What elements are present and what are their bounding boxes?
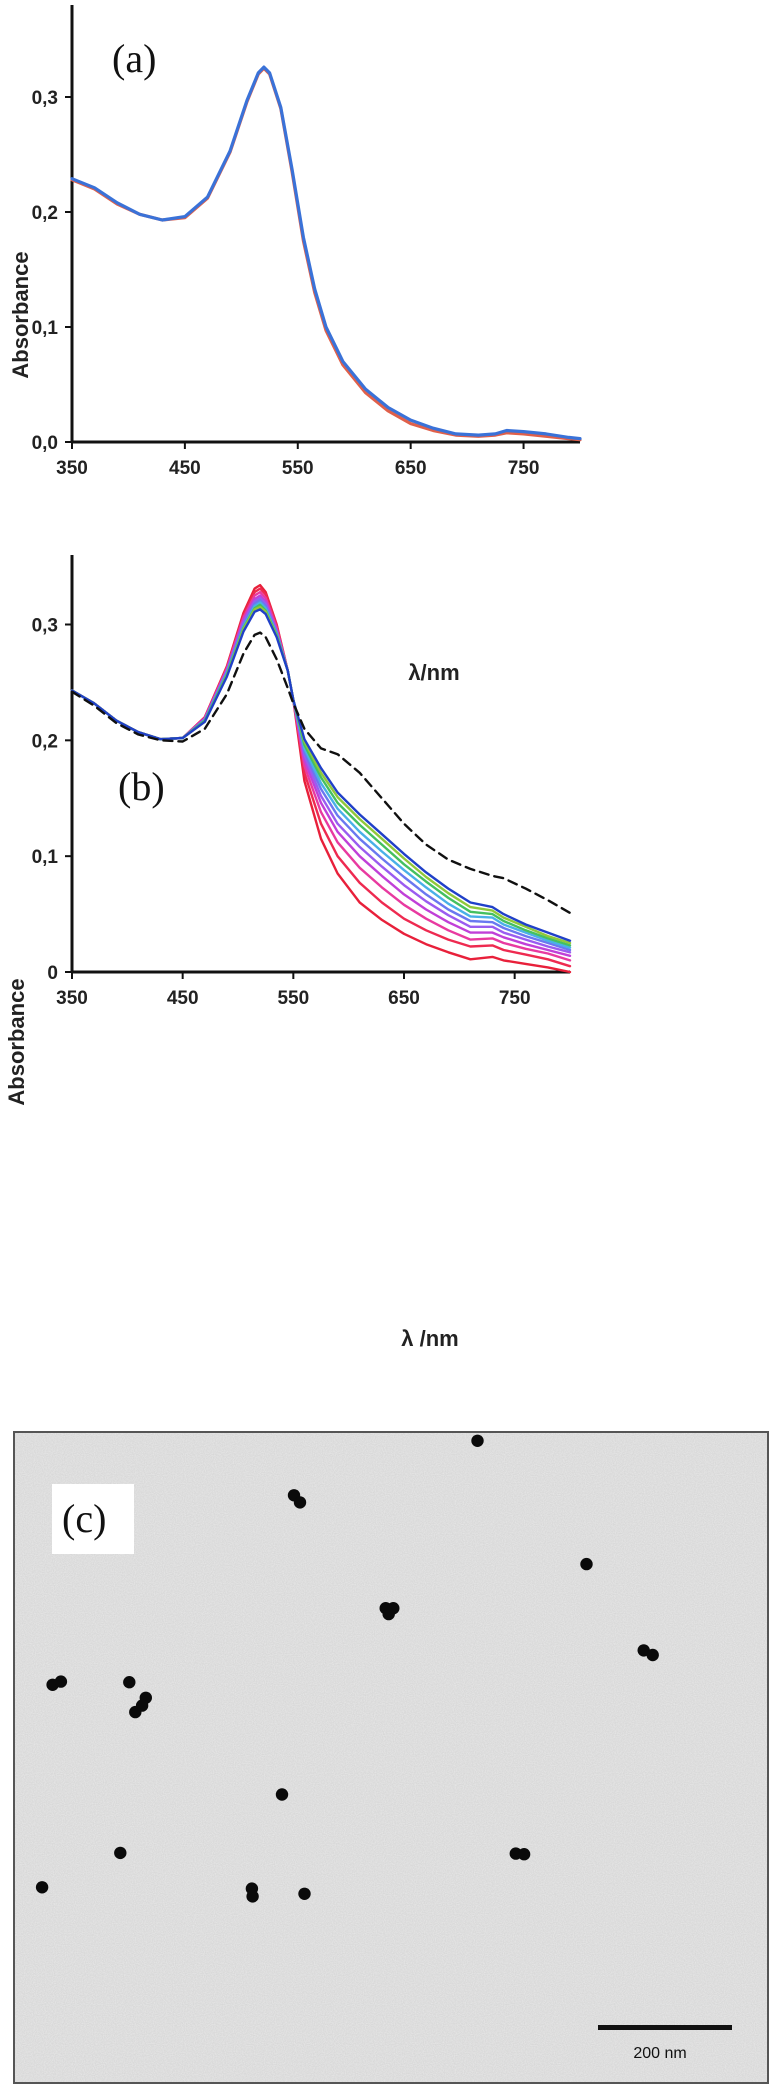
nanoparticle [35,1881,49,1894]
panel-c-label: (c) [62,1496,106,1541]
x-tick-label: 450 [167,988,199,1009]
x-tick-label: 550 [277,988,309,1009]
series-line-before [70,66,582,442]
panel-b-xlabel: λ /nm [401,1326,458,1351]
panel-b-ticks: 350 450 550 650 750 0 0,1 0,2 0,3 [32,616,531,1010]
x-tick-label: 750 [499,988,531,1009]
nanoparticle [114,1846,127,1860]
nanoparticle [129,1705,142,1719]
y-tick-label: 0,3 [32,88,58,109]
panel-a-xlabel: λ/nm [408,660,459,685]
y-tick-label: 0,2 [32,731,58,752]
nanoparticle [298,1887,311,1901]
panel-c-micrograph: (c) 200 nm [13,1431,769,2084]
panel-a-label: (a) [112,36,156,81]
y-tick-label: 0 [47,963,58,984]
panel-b-chart: (b) Absorbance λ /nm 350 450 550 650 750 0 0,1… [4,555,572,1351]
nanoparticle [382,1607,395,1621]
panel-a-axes [70,5,580,444]
panel-a-ylabel: Absorbance [8,251,33,378]
nanoparticle [471,1434,484,1448]
nanoparticle [293,1496,307,1509]
scale-bar-label: 200 nm [633,2045,686,2062]
x-tick-label: 450 [169,458,201,479]
x-tick-label: 550 [282,458,314,479]
nanoparticles [35,1434,659,1903]
panel-b-ylabel: Absorbance [4,978,29,1105]
panel-a-series [70,65,582,442]
y-tick-label: 0,2 [32,203,58,224]
panel-b-label: (b) [118,764,165,809]
nanoparticle [517,1848,531,1861]
panel-a-chart: (a) Absorbance λ/nm 350 450 550 650 750 0,0 0,… [8,5,582,685]
x-tick-label: 350 [56,458,88,479]
panel-c-label-box [52,1484,134,1554]
nanoparticle [275,1788,289,1801]
nanoparticle [580,1557,593,1571]
y-tick-label: 0,1 [32,847,59,868]
x-tick-label: 650 [395,458,427,479]
y-tick-label: 0,0 [32,433,58,454]
y-tick-label: 0,1 [32,318,59,339]
micrograph-grain [15,1433,767,2082]
x-tick-label: 650 [388,988,420,1009]
panel-b-series [70,583,572,974]
nanoparticle [123,1676,136,1689]
panel-a-ticks: 350 450 550 650 750 0,0 0,1 0,2 0,3 [32,88,540,479]
series-line-after [70,65,582,441]
x-tick-label: 750 [508,458,540,479]
nanoparticle [54,1675,68,1688]
nanoparticle [646,1648,659,1662]
y-tick-label: 0,3 [32,616,58,637]
x-tick-label: 350 [56,988,88,1009]
nanoparticle [246,1890,259,1903]
scale-bar [598,2025,732,2030]
